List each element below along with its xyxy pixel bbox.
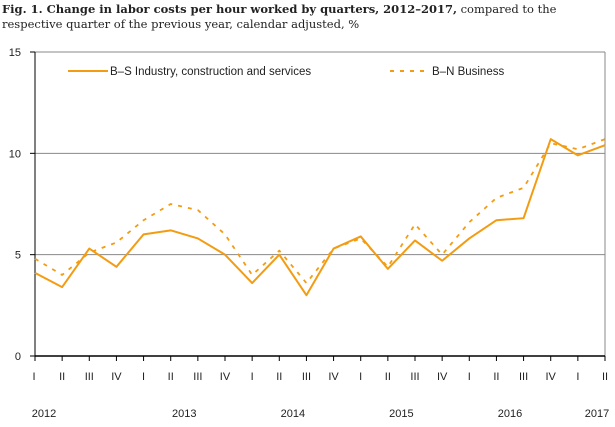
x-tick-label: II (59, 371, 65, 383)
x-tick-label: IV (220, 371, 231, 383)
x-tick-label: III (302, 371, 311, 383)
year-label: 2016 (498, 408, 522, 420)
series-line-business (34, 138, 606, 284)
y-tick-label: 5 (15, 250, 21, 262)
x-tick-label: IV (111, 371, 122, 383)
x-tick-label: III (519, 371, 528, 383)
x-tick-label: I (142, 371, 145, 383)
x-tick-label: I (359, 371, 362, 383)
y-tick-label: 15 (9, 47, 21, 59)
x-tick-label: I (32, 371, 35, 383)
x-tick-label: IV (437, 371, 448, 383)
x-tick-label: II (493, 371, 499, 383)
chart-title: Fig. 1. Change in labor costs per hour w… (2, 2, 612, 32)
series-line-industry (34, 138, 606, 297)
year-label: 2014 (281, 408, 305, 420)
x-tick-label: III (193, 371, 202, 383)
x-tick-label: IV (328, 371, 339, 383)
x-tick-label: II (276, 371, 282, 383)
legend-label: B–S Industry, construction and services (110, 66, 311, 78)
y-tick-label: 0 (15, 351, 21, 363)
x-tick-label: III (410, 371, 419, 383)
x-tick-label: I (576, 371, 579, 383)
x-tick-label: II (168, 371, 174, 383)
year-label: 2013 (172, 408, 196, 420)
x-tick-label: I (468, 371, 471, 383)
x-tick-label: I (251, 371, 254, 383)
title-rest: compared to the respective quarter of th… (2, 2, 557, 31)
year-label: 2017 (585, 408, 609, 420)
legend-label: B–N Business (432, 66, 504, 78)
year-label: 2015 (389, 408, 413, 420)
x-tick-label: III (85, 371, 94, 383)
x-tick-label: IV (546, 371, 557, 383)
y-tick-label: 10 (9, 148, 21, 160)
x-tick-label: II (602, 371, 608, 383)
title-bold: Fig. 1. Change in labor costs per hour w… (2, 2, 457, 16)
x-tick-label: II (385, 371, 391, 383)
year-label: 2012 (32, 408, 56, 420)
